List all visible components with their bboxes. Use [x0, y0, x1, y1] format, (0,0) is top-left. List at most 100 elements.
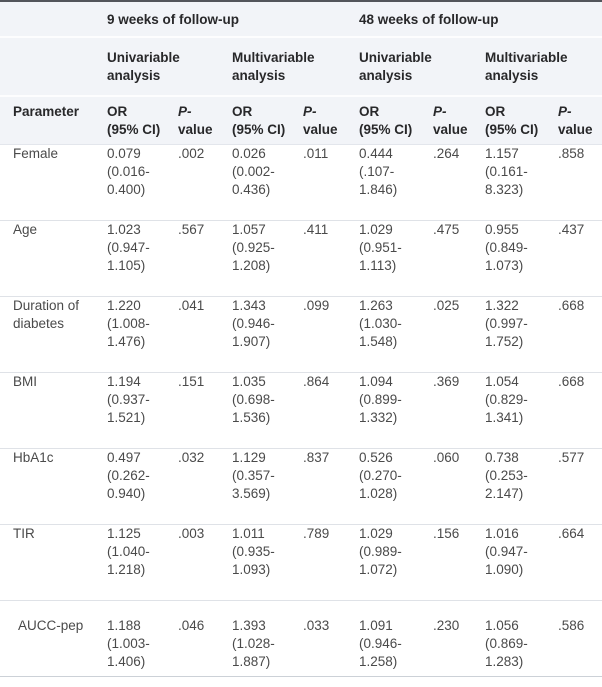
analysis-header-multivariable-9wk: Multivariable analysis	[232, 37, 360, 97]
p-value-label: value	[433, 122, 468, 137]
p-value-label: value	[178, 122, 213, 137]
p-value-cell: .668	[558, 372, 602, 449]
or-ci-cell: 0.738 (0.253- 2.147)	[485, 448, 559, 525]
column-header-row: Parameter OR (95% CI) P-value OR (95% CI…	[0, 96, 602, 145]
p-value-cell: .864	[303, 372, 360, 449]
or-ci-header: OR (95% CI)	[107, 96, 178, 145]
or-ci-cell: 1.157 (0.161- 8.323)	[485, 144, 559, 221]
or-ci-cell: 0.497 (0.262- 0.940)	[107, 448, 178, 525]
or-ci-cell: 1.220 (1.008- 1.476)	[107, 296, 178, 373]
p-value-cell: .411	[303, 220, 360, 297]
table-row-female: Female 0.079 (0.016- 0.400) .002 0.026 (…	[0, 144, 602, 221]
or-ci-header: OR (95% CI)	[485, 96, 559, 145]
p-value-cell: .025	[433, 296, 486, 373]
p-value-cell: .230	[433, 600, 486, 677]
table-row-aucc-pep: AUCC-pep 1.188 (1.003- 1.406) .046 1.393…	[0, 600, 602, 677]
p-value-cell: .664	[558, 524, 602, 601]
table-header: 9 weeks of follow-up 48 weeks of follow-…	[0, 1, 602, 145]
p-value-cell: .668	[558, 296, 602, 373]
analysis-header-row: Univariable analysis Multivariable analy…	[0, 37, 602, 97]
table-body: Female 0.079 (0.016- 0.400) .002 0.026 (…	[0, 144, 602, 677]
or-ci-cell: 0.526 (0.270- 1.028)	[359, 448, 434, 525]
p-value-cell: .002	[178, 144, 232, 221]
parameter-header: Parameter	[0, 96, 107, 145]
or-ci-cell: 1.035 (0.698- 1.536)	[232, 372, 303, 449]
p-value-header: P-value	[558, 96, 602, 145]
p-value-cell: .011	[303, 144, 360, 221]
parameter-cell: Female	[0, 144, 107, 221]
p-value-header: P-value	[178, 96, 232, 145]
p-value-cell: .789	[303, 524, 360, 601]
parameter-cell: TIR	[0, 524, 107, 601]
or-ci-cell: 1.188 (1.003- 1.406)	[107, 600, 178, 677]
or-ci-cell: 1.054 (0.829- 1.341)	[485, 372, 559, 449]
or-ci-cell: 0.444 (.107- 1.846)	[359, 144, 434, 221]
or-ci-cell: 1.091 (0.946- 1.258)	[359, 600, 434, 677]
p-value-cell: .369	[433, 372, 486, 449]
empty-header-cell	[0, 37, 107, 97]
p-value-cell: .060	[433, 448, 486, 525]
table-row-tir: TIR 1.125 (1.040- 1.218) .003 1.011 (0.9…	[0, 524, 602, 601]
table-row-bmi: BMI 1.194 (0.937- 1.521) .151 1.035 (0.6…	[0, 372, 602, 449]
p-value-cell: .032	[178, 448, 232, 525]
table-row-duration-of-diabetes: Duration of diabetes 1.220 (1.008- 1.476…	[0, 296, 602, 373]
p-value-cell: .475	[433, 220, 486, 297]
p-value-cell: .041	[178, 296, 232, 373]
p-italic-label: P-	[178, 104, 192, 119]
p-value-cell: .033	[303, 600, 360, 677]
or-ci-cell: 1.125 (1.040- 1.218)	[107, 524, 178, 601]
p-italic-label: P-	[303, 104, 317, 119]
group-header-48-weeks: 48 weeks of follow-up	[359, 1, 602, 38]
or-ci-cell: 1.056 (0.869- 1.283)	[485, 600, 559, 677]
p-value-cell: .003	[178, 524, 232, 601]
p-value-label: value	[558, 122, 593, 137]
p-italic-label: P-	[433, 104, 447, 119]
p-value-header: P-value	[433, 96, 486, 145]
p-value-label: value	[303, 122, 338, 137]
or-ci-cell: 1.322 (0.997- 1.752)	[485, 296, 559, 373]
or-ci-cell: 1.263 (1.030- 1.548)	[359, 296, 434, 373]
or-ci-cell: 0.026 (0.002- 0.436)	[232, 144, 303, 221]
or-ci-header: OR (95% CI)	[359, 96, 434, 145]
p-value-cell: .858	[558, 144, 602, 221]
p-value-cell: .577	[558, 448, 602, 525]
or-ci-cell: 1.393 (1.028- 1.887)	[232, 600, 303, 677]
or-ci-cell: 1.194 (0.937- 1.521)	[107, 372, 178, 449]
p-value-header: P-value	[303, 96, 360, 145]
or-ci-header: OR (95% CI)	[232, 96, 303, 145]
or-ci-cell: 0.955 (0.849- 1.073)	[485, 220, 559, 297]
p-value-cell: .156	[433, 524, 486, 601]
p-value-cell: .567	[178, 220, 232, 297]
or-ci-cell: 1.057 (0.925- 1.208)	[232, 220, 303, 297]
p-value-cell: .837	[303, 448, 360, 525]
or-ci-cell: 1.129 (0.357- 3.569)	[232, 448, 303, 525]
parameter-cell: BMI	[0, 372, 107, 449]
followup-header-row: 9 weeks of follow-up 48 weeks of follow-…	[0, 1, 602, 38]
p-value-cell: .151	[178, 372, 232, 449]
parameter-cell: HbA1c	[0, 448, 107, 525]
p-value-cell: .099	[303, 296, 360, 373]
analysis-header-univariable-48wk: Univariable analysis	[359, 37, 486, 97]
or-ci-cell: 1.094 (0.899- 1.332)	[359, 372, 434, 449]
p-value-cell: .046	[178, 600, 232, 677]
or-ci-cell: 1.343 (0.946- 1.907)	[232, 296, 303, 373]
parameter-cell: AUCC-pep	[0, 600, 107, 677]
analysis-header-multivariable-48wk: Multivariable analysis	[485, 37, 602, 97]
analysis-header-univariable-9wk: Univariable analysis	[107, 37, 232, 97]
group-header-9-weeks: 9 weeks of follow-up	[107, 1, 360, 38]
p-value-cell: .437	[558, 220, 602, 297]
or-ci-cell: 1.029 (0.951- 1.113)	[359, 220, 434, 297]
parameter-cell: Age	[0, 220, 107, 297]
or-ci-cell: 1.023 (0.947- 1.105)	[107, 220, 178, 297]
empty-header-cell	[0, 1, 107, 38]
p-value-cell: .586	[558, 600, 602, 677]
p-value-cell: .264	[433, 144, 486, 221]
or-ci-cell: 0.079 (0.016- 0.400)	[107, 144, 178, 221]
or-ci-cell: 1.029 (0.989- 1.072)	[359, 524, 434, 601]
or-ci-cell: 1.011 (0.935- 1.093)	[232, 524, 303, 601]
table-row-age: Age 1.023 (0.947- 1.105) .567 1.057 (0.9…	[0, 220, 602, 297]
parameter-cell: Duration of diabetes	[0, 296, 107, 373]
p-italic-label: P-	[558, 104, 572, 119]
